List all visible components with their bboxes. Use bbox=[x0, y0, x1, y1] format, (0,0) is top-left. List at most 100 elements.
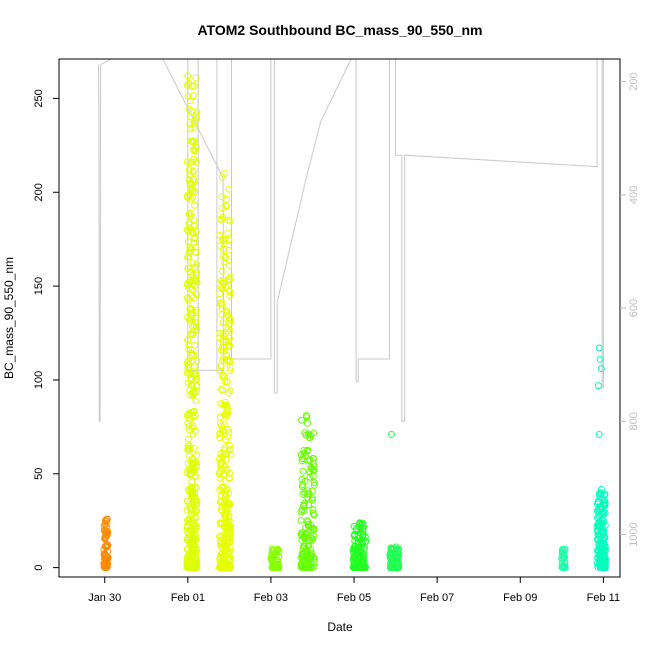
data-point bbox=[220, 240, 228, 248]
data-point bbox=[594, 382, 602, 390]
data-point bbox=[594, 563, 602, 571]
right-tick-label: 400 bbox=[628, 186, 640, 204]
data-point bbox=[226, 553, 233, 561]
right-axis-series-line bbox=[98, 58, 604, 422]
data-point bbox=[192, 373, 200, 380]
data-point bbox=[307, 465, 315, 473]
data-point bbox=[600, 527, 608, 535]
data-point bbox=[354, 531, 362, 539]
data-point bbox=[226, 364, 234, 371]
data-point bbox=[216, 329, 224, 337]
right-tick-label: 1000 bbox=[628, 522, 640, 546]
data-point bbox=[219, 318, 227, 326]
data-point bbox=[191, 201, 198, 209]
data-point bbox=[222, 509, 230, 517]
data-point bbox=[217, 539, 225, 547]
data-point bbox=[188, 292, 196, 299]
data-point bbox=[184, 444, 192, 452]
data-point bbox=[101, 533, 109, 541]
data-point bbox=[185, 79, 193, 87]
data-point bbox=[596, 522, 604, 530]
data-points bbox=[100, 72, 609, 572]
data-point bbox=[216, 533, 224, 541]
data-point bbox=[224, 389, 232, 397]
data-point bbox=[185, 341, 193, 349]
data-point bbox=[221, 444, 229, 452]
data-point bbox=[193, 327, 201, 335]
data-point bbox=[225, 531, 233, 539]
data-point bbox=[188, 305, 195, 313]
data-point bbox=[597, 548, 605, 556]
data-point bbox=[223, 309, 231, 317]
data-point bbox=[349, 564, 357, 571]
data-point bbox=[185, 364, 193, 372]
data-point bbox=[189, 413, 197, 421]
data-point bbox=[192, 508, 200, 516]
data-point bbox=[304, 419, 311, 427]
data-point bbox=[190, 277, 198, 285]
data-point bbox=[304, 542, 312, 550]
data-point bbox=[303, 413, 311, 421]
data-point bbox=[305, 430, 313, 438]
data-point bbox=[218, 563, 226, 571]
data-point bbox=[186, 268, 194, 276]
data-point bbox=[192, 318, 200, 326]
data-point bbox=[227, 315, 235, 323]
data-point bbox=[191, 376, 199, 384]
data-point bbox=[192, 458, 199, 466]
data-point bbox=[350, 522, 358, 530]
data-point bbox=[187, 185, 195, 192]
right-tick-label: 800 bbox=[628, 412, 640, 430]
data-point bbox=[306, 526, 314, 534]
data-point bbox=[224, 342, 232, 350]
data-point bbox=[189, 392, 197, 400]
data-point bbox=[221, 235, 229, 243]
data-point bbox=[219, 372, 227, 380]
data-point bbox=[310, 555, 318, 563]
data-point bbox=[221, 493, 229, 501]
y-tick-label: 150 bbox=[33, 277, 45, 295]
data-point bbox=[308, 487, 316, 495]
data-point bbox=[223, 402, 231, 410]
data-point bbox=[595, 510, 603, 518]
data-point bbox=[390, 551, 398, 559]
data-point bbox=[185, 210, 193, 218]
data-point bbox=[224, 325, 232, 333]
data-point bbox=[187, 381, 195, 388]
data-point bbox=[188, 506, 196, 514]
data-point bbox=[219, 213, 227, 221]
data-point bbox=[187, 540, 195, 548]
data-point bbox=[217, 561, 225, 569]
data-point bbox=[225, 246, 233, 254]
data-point bbox=[225, 474, 233, 482]
data-point bbox=[218, 498, 226, 505]
data-point bbox=[297, 508, 305, 516]
data-point bbox=[306, 473, 314, 481]
data-point bbox=[221, 545, 229, 553]
data-point bbox=[188, 227, 196, 235]
data-point bbox=[309, 455, 317, 463]
data-point bbox=[185, 105, 193, 113]
data-point bbox=[184, 435, 192, 443]
data-point bbox=[185, 219, 193, 227]
data-point bbox=[187, 518, 195, 526]
data-point bbox=[217, 506, 225, 514]
data-point bbox=[192, 74, 200, 82]
data-point bbox=[185, 361, 193, 369]
data-point bbox=[601, 491, 608, 499]
data-point bbox=[362, 537, 369, 545]
data-point bbox=[186, 97, 194, 105]
data-point bbox=[193, 499, 200, 507]
y-axis-label: BC_mass_90_550_nm bbox=[2, 257, 16, 379]
data-point bbox=[350, 543, 358, 551]
y-tick-label: 50 bbox=[33, 468, 45, 480]
right-axis-line bbox=[98, 58, 604, 422]
data-point bbox=[220, 237, 228, 245]
data-point bbox=[189, 167, 197, 175]
data-point bbox=[217, 301, 225, 309]
data-point bbox=[184, 357, 192, 365]
data-point bbox=[600, 517, 608, 525]
data-point bbox=[223, 282, 231, 290]
data-point bbox=[226, 291, 234, 299]
